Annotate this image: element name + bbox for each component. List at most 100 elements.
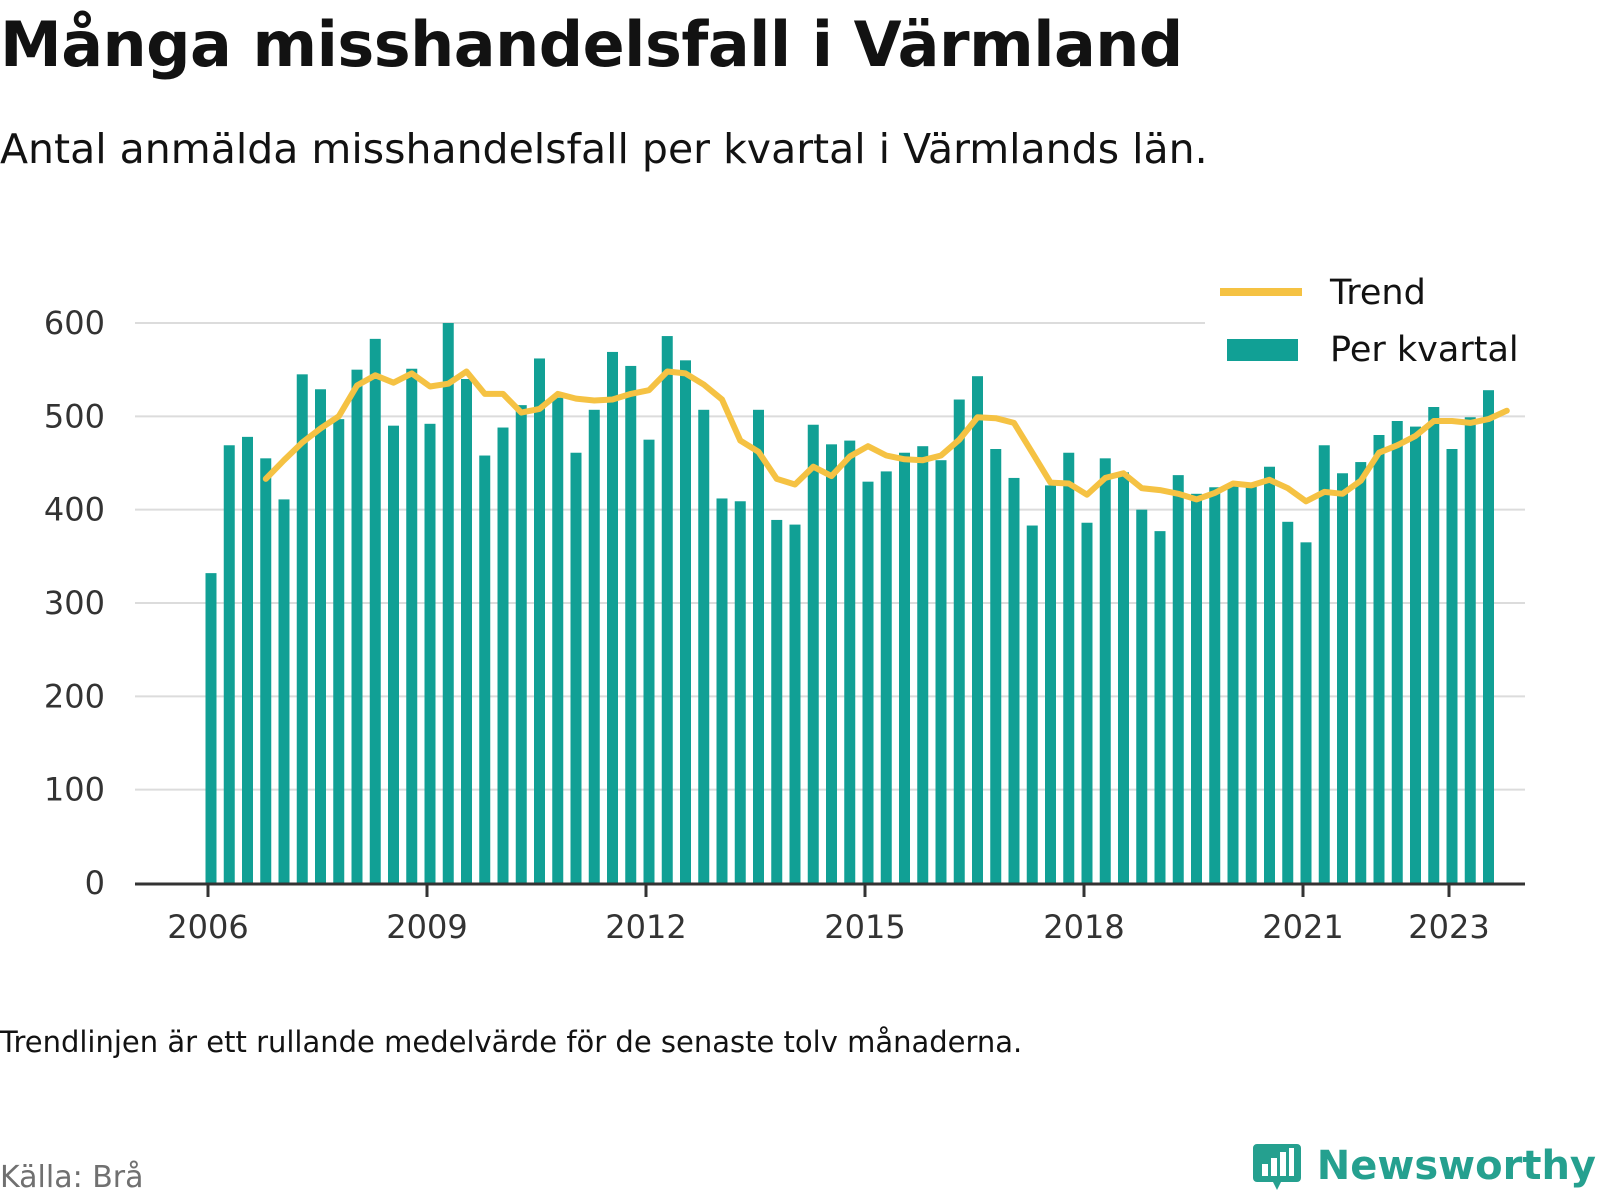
bar-2010Q4 — [552, 397, 564, 883]
bar-2014Q3 — [826, 444, 837, 883]
x-tick-label-2006: 2006 — [167, 908, 248, 946]
bar-2017Q1 — [1008, 477, 1020, 883]
y-tick-label-400: 400 — [44, 491, 105, 529]
bar-2020Q1 — [1227, 485, 1239, 883]
bar-2021Q4 — [1355, 462, 1367, 883]
bar-2017Q2 — [1026, 525, 1038, 883]
y-tick-label-300: 300 — [44, 584, 105, 622]
bar-2018Q3 — [1118, 472, 1129, 883]
source: Källa: Brå — [0, 1160, 144, 1195]
y-tick-label-200: 200 — [44, 677, 105, 715]
x-tick-label-2012: 2012 — [605, 908, 686, 946]
y-tick-label-500: 500 — [44, 397, 105, 435]
bar-2006Q2 — [223, 445, 235, 883]
bar-series — [205, 323, 1494, 884]
bar-2018Q2 — [1099, 458, 1111, 883]
bar-2008Q4 — [406, 368, 418, 883]
bar-2010Q1 — [497, 427, 509, 883]
bar-2012Q1 — [643, 439, 655, 883]
bar-2007Q3 — [315, 389, 326, 883]
trend-line — [262, 368, 1510, 505]
bar-2020Q2 — [1245, 483, 1257, 883]
bar-2015Q3 — [899, 452, 910, 883]
bar-2011Q3 — [607, 351, 618, 883]
bar-2016Q1 — [935, 460, 947, 883]
y-tick-label-600: 600 — [44, 304, 105, 342]
bar-2009Q2 — [442, 323, 454, 883]
bar-2021Q1 — [1300, 542, 1312, 883]
chart-title: Många misshandelsfall i Värmland — [0, 8, 1183, 81]
bar-2019Q1 — [1154, 531, 1166, 883]
bar-2023Q1 — [1446, 449, 1458, 883]
bar-2019Q4 — [1209, 487, 1221, 883]
footnote: Trendlinjen är ett rullande medelvärde f… — [0, 1025, 1023, 1059]
bar-2010Q2 — [515, 405, 527, 883]
bar-2006Q1 — [205, 573, 217, 883]
bar-2013Q1 — [716, 498, 728, 883]
bar-2012Q3 — [680, 360, 691, 883]
bar-2012Q2 — [661, 336, 673, 883]
bar-2023Q3 — [1483, 390, 1494, 883]
brand-name: Newsworthy — [1316, 1143, 1596, 1189]
bar-2013Q4 — [771, 519, 783, 883]
bar-2018Q4 — [1136, 509, 1148, 883]
x-tick-label-2023: 2023 — [1408, 908, 1489, 946]
bar-2011Q4 — [625, 365, 637, 883]
bar-2021Q3 — [1337, 473, 1348, 883]
bar-2017Q3 — [1045, 485, 1056, 883]
y-axis-ticks: 0 100 200 300 400 500 600 — [44, 304, 105, 902]
bar-2018Q1 — [1081, 522, 1093, 883]
bar-2016Q4 — [990, 449, 1002, 883]
bar-2022Q1 — [1373, 435, 1385, 883]
bar-2022Q3 — [1410, 426, 1421, 883]
bar-2006Q4 — [260, 458, 272, 883]
x-axis: 2006 2009 2012 2015 2018 2021 2023 — [135, 882, 1525, 946]
bar-2022Q4 — [1428, 407, 1440, 883]
bar-2007Q4 — [333, 419, 345, 883]
bar-2009Q3 — [461, 379, 472, 883]
bar-2012Q4 — [698, 409, 710, 883]
bar-2006Q3 — [242, 436, 253, 883]
legend-bar-swatch — [1227, 339, 1298, 361]
bar-2014Q2 — [807, 424, 819, 883]
bar-2009Q1 — [424, 423, 436, 883]
bar-2014Q1 — [789, 524, 801, 883]
bar-2008Q3 — [388, 425, 399, 883]
y-tick-label-0: 0 — [85, 864, 105, 902]
legend: Trend Per kvartal — [1205, 265, 1540, 380]
x-tick-label-2015: 2015 — [824, 908, 905, 946]
newsworthy-logo-icon — [1252, 1144, 1301, 1190]
bar-2023Q2 — [1464, 417, 1476, 883]
chart-plot: 0 100 200 300 400 500 600 2006 2009 2012 2015 2018… — [44, 265, 1540, 946]
bar-2011Q1 — [570, 452, 582, 883]
bar-2020Q4 — [1282, 521, 1294, 883]
bar-2009Q4 — [479, 455, 491, 883]
bar-2016Q2 — [953, 399, 965, 883]
x-tick-label-2018: 2018 — [1043, 908, 1124, 946]
bar-2021Q2 — [1318, 445, 1330, 883]
brand-logo: Newsworthy — [1251, 1140, 1596, 1192]
bar-2011Q2 — [588, 409, 600, 883]
bar-2010Q3 — [534, 358, 545, 883]
trend-series — [262, 368, 1510, 505]
bar-2019Q2 — [1172, 475, 1184, 883]
legend-bar-label: Per kvartal — [1330, 330, 1519, 370]
bar-2014Q4 — [844, 440, 856, 883]
bar-2019Q3 — [1191, 493, 1202, 883]
x-tick-label-2021: 2021 — [1262, 908, 1343, 946]
y-tick-label-100: 100 — [44, 771, 105, 809]
bar-2008Q2 — [369, 338, 381, 883]
bar-2008Q1 — [351, 369, 363, 884]
bar-2007Q1 — [278, 499, 290, 883]
legend-trend-label: Trend — [1329, 273, 1426, 313]
bar-2022Q2 — [1391, 421, 1403, 883]
bar-2015Q4 — [917, 446, 929, 883]
bar-2007Q2 — [296, 374, 308, 883]
bar-2015Q1 — [862, 481, 874, 883]
bar-2013Q3 — [753, 409, 764, 883]
bar-2017Q4 — [1063, 452, 1075, 883]
bar-2013Q2 — [734, 501, 746, 883]
bar-2015Q2 — [880, 471, 892, 883]
bar-2016Q3 — [972, 376, 983, 883]
bar-2020Q3 — [1264, 466, 1275, 883]
